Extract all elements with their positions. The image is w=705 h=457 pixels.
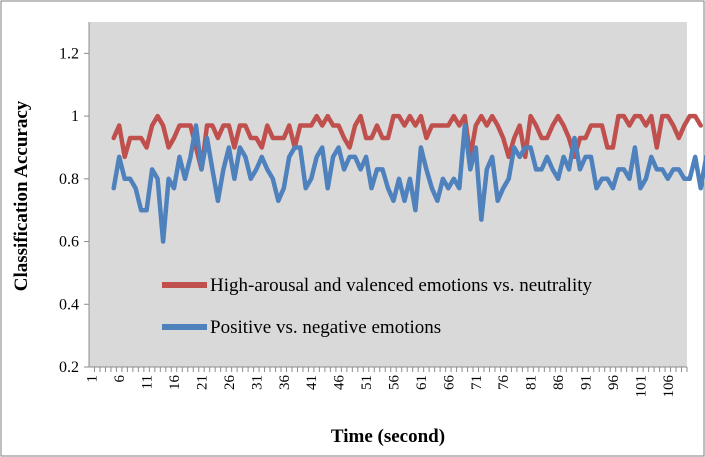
y-tick-label: 0.4 xyxy=(59,296,79,313)
y-axis-title: Classification Accuracy xyxy=(11,100,32,291)
x-tick-label: 1 xyxy=(85,375,101,383)
x-tick-label: 71 xyxy=(469,375,485,390)
x-tick-label: 36 xyxy=(277,375,293,391)
x-axis-title: Time (second) xyxy=(331,426,445,447)
x-tick-label: 11 xyxy=(140,375,156,389)
x-tick-label: 21 xyxy=(194,375,210,390)
x-tick-label: 86 xyxy=(551,375,567,391)
x-tick-label: 56 xyxy=(386,375,402,391)
legend-label-high-arousal: High-arousal and valenced emotions vs. n… xyxy=(210,275,593,296)
series-line-positive-negative xyxy=(111,123,705,244)
y-tick-label: 1.2 xyxy=(59,45,79,62)
plot-area xyxy=(89,22,687,367)
x-tick-label: 31 xyxy=(249,375,265,390)
y-tick-label: 0.8 xyxy=(59,171,79,188)
x-tick-label: 6 xyxy=(112,375,128,383)
x-tick-label: 41 xyxy=(304,375,320,390)
y-tick-label: 1 xyxy=(71,108,79,125)
series-lines xyxy=(111,113,705,244)
y-axis-ticks: 0.2 0.4 0.6 0.8 1 1.2 xyxy=(59,45,89,376)
x-tick-label: 61 xyxy=(414,375,430,390)
y-tick-label: 0.6 xyxy=(59,234,79,251)
x-axis-ticks: 1 6 11 16 21 26 31 36 41 46 51 56 61 66 71 76 81 86 91 96 10… xyxy=(85,367,688,398)
y-tick-label: 0.2 xyxy=(59,359,79,376)
x-tick-label: 26 xyxy=(222,375,238,391)
x-tick-label: 91 xyxy=(579,375,595,390)
axes xyxy=(88,22,687,368)
x-tick-label: 16 xyxy=(167,375,183,391)
legend: High-arousal and valenced emotions vs. n… xyxy=(162,275,593,338)
series-line-high-arousal xyxy=(111,113,703,172)
x-tick-label: 96 xyxy=(606,375,622,391)
x-tick-label: 101 xyxy=(633,375,649,398)
legend-label-positive-negative: Positive vs. negative emotions xyxy=(210,317,441,338)
x-tick-label: 46 xyxy=(332,375,348,391)
x-tick-label: 81 xyxy=(524,375,540,390)
x-tick-label: 106 xyxy=(661,375,677,398)
x-tick-label: 76 xyxy=(496,375,512,391)
x-tick-label: 51 xyxy=(359,375,375,390)
x-tick-label: 66 xyxy=(441,375,457,391)
